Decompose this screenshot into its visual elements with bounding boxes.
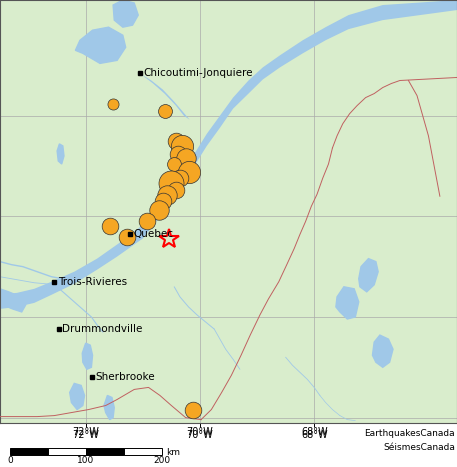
Text: 72°W: 72°W — [72, 427, 99, 437]
Bar — [10, 448, 48, 455]
Text: 68°W: 68°W — [301, 427, 328, 437]
Bar — [48, 448, 86, 455]
Polygon shape — [372, 335, 393, 367]
Polygon shape — [82, 343, 93, 369]
Polygon shape — [359, 259, 378, 292]
Polygon shape — [57, 144, 64, 164]
Text: SéismesCanada: SéismesCanada — [383, 443, 455, 452]
Text: EarthquakesCanada: EarthquakesCanada — [364, 429, 455, 438]
Text: 100: 100 — [77, 456, 95, 465]
Bar — [86, 448, 124, 455]
Polygon shape — [0, 289, 26, 312]
Polygon shape — [336, 287, 359, 319]
Polygon shape — [75, 27, 126, 64]
Polygon shape — [113, 0, 138, 27]
Bar — [124, 448, 162, 455]
Text: Chicoutimi-Jonquiere: Chicoutimi-Jonquiere — [143, 69, 253, 78]
Text: Sherbrooke: Sherbrooke — [96, 372, 155, 382]
Text: km: km — [166, 448, 180, 457]
Polygon shape — [70, 383, 85, 410]
Text: Quebec: Quebec — [134, 229, 174, 240]
Polygon shape — [140, 73, 190, 120]
Text: 200: 200 — [154, 456, 170, 465]
Text: Trois-Rivieres: Trois-Rivieres — [58, 277, 127, 287]
Text: 70°W: 70°W — [186, 427, 213, 437]
Text: Drummondville: Drummondville — [62, 324, 143, 334]
Polygon shape — [104, 396, 114, 420]
Text: 0: 0 — [7, 456, 13, 465]
Polygon shape — [0, 0, 457, 309]
